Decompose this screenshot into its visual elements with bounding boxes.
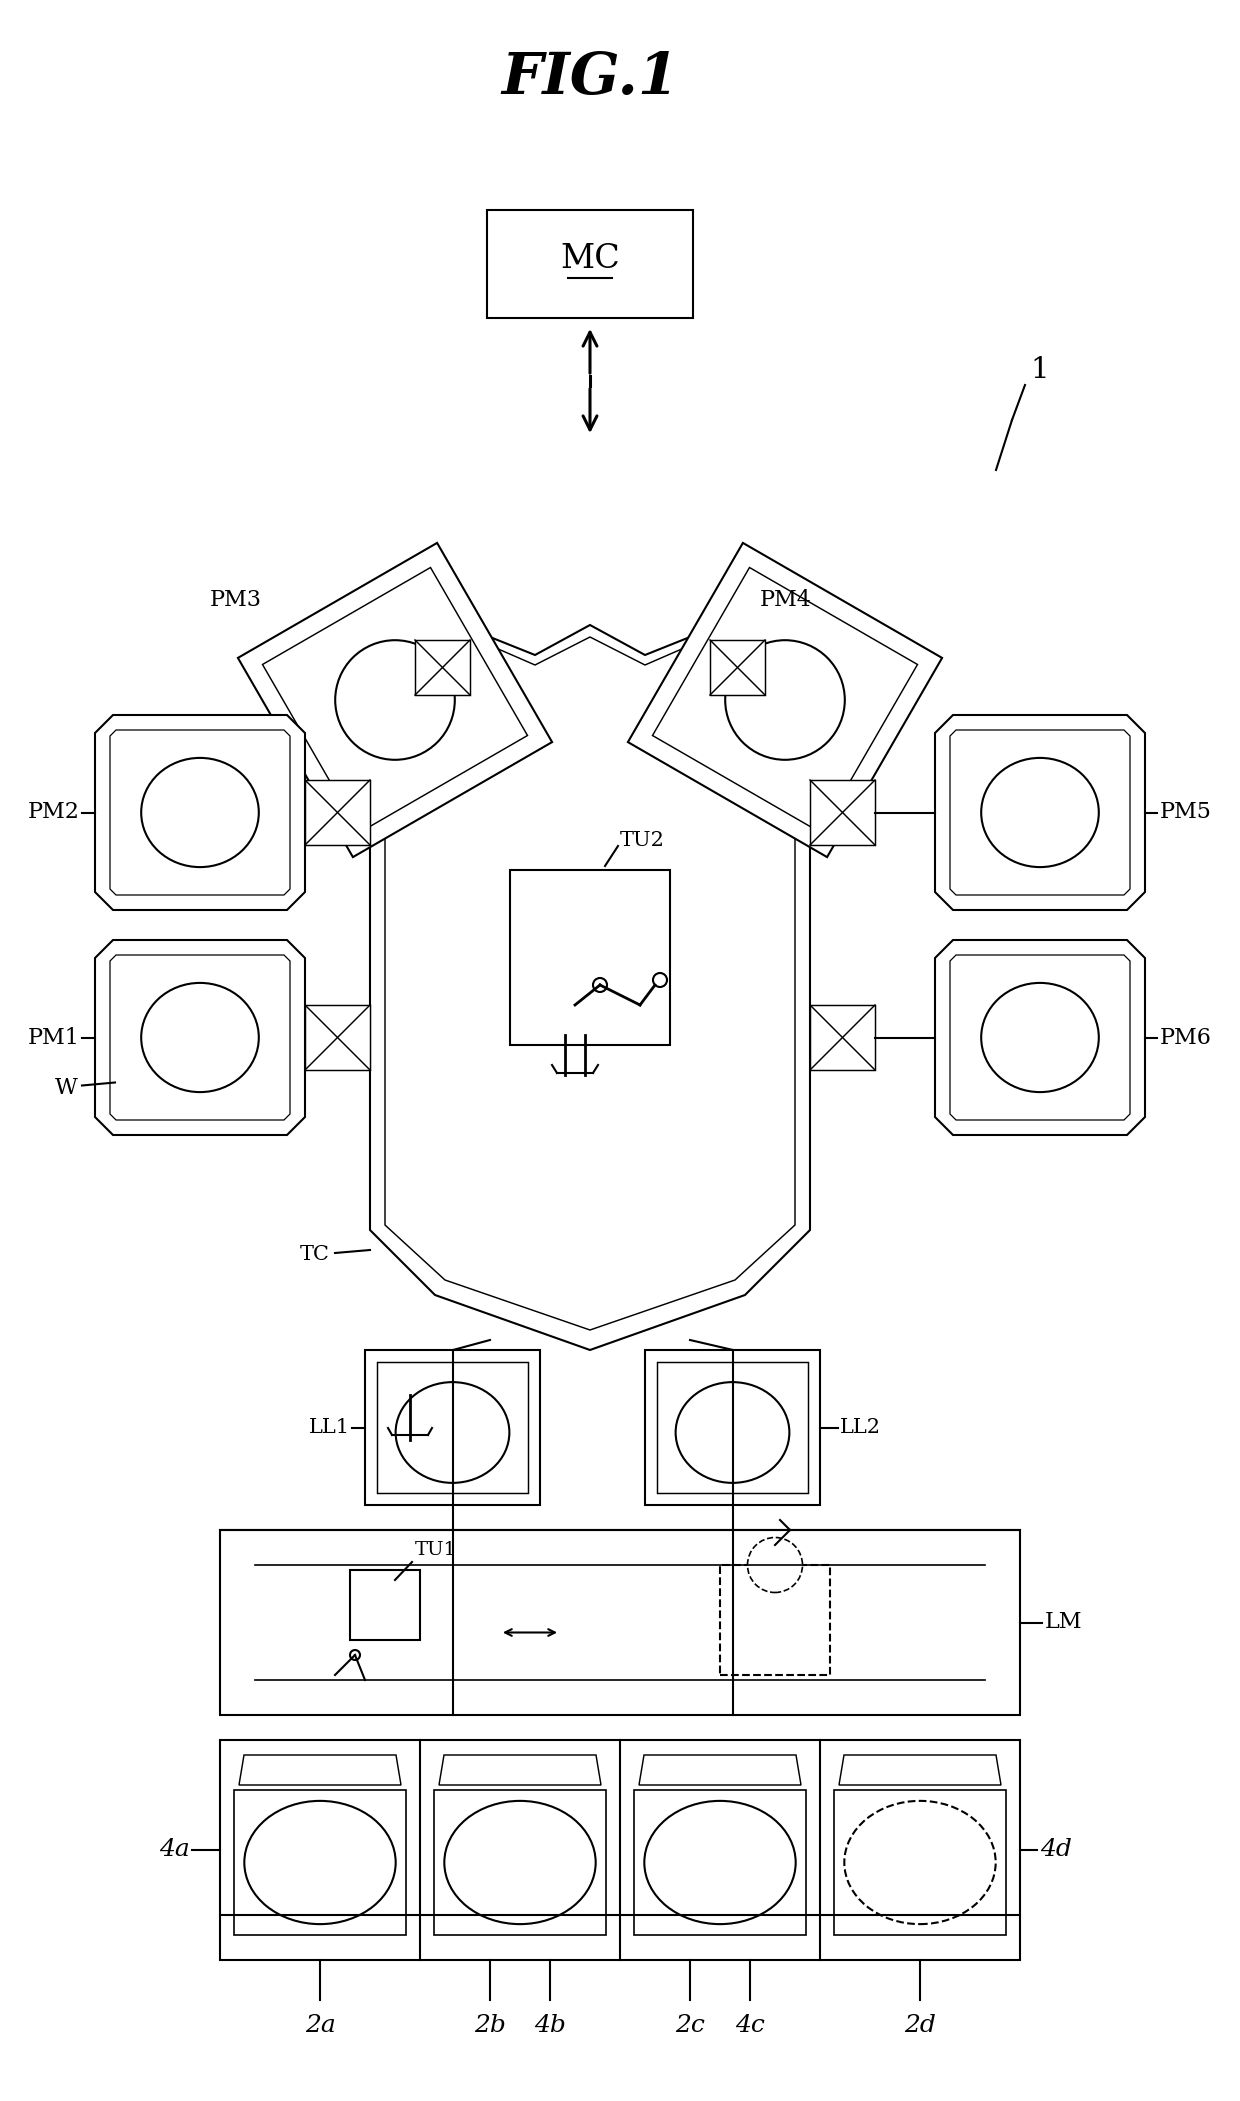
- Bar: [350, 1569, 420, 1641]
- Text: 4d: 4d: [1040, 1838, 1071, 1861]
- Ellipse shape: [725, 641, 844, 761]
- Polygon shape: [263, 567, 527, 832]
- Text: 2c: 2c: [675, 2013, 704, 2036]
- Ellipse shape: [981, 758, 1099, 868]
- Bar: [234, 1790, 405, 1935]
- Text: TU1: TU1: [415, 1540, 456, 1559]
- Ellipse shape: [350, 1649, 360, 1660]
- Polygon shape: [95, 714, 305, 910]
- Ellipse shape: [141, 983, 259, 1093]
- Polygon shape: [950, 729, 1130, 895]
- Polygon shape: [935, 714, 1145, 910]
- Text: 2b: 2b: [474, 2013, 506, 2036]
- Text: 2d: 2d: [904, 2013, 936, 2036]
- Polygon shape: [652, 567, 918, 832]
- Bar: [305, 779, 370, 845]
- Ellipse shape: [748, 1538, 802, 1593]
- Text: 4a: 4a: [159, 1838, 190, 1861]
- Bar: [487, 210, 693, 317]
- Polygon shape: [238, 542, 552, 857]
- Text: LM: LM: [1045, 1611, 1083, 1632]
- Polygon shape: [110, 956, 290, 1120]
- Ellipse shape: [141, 758, 259, 868]
- Ellipse shape: [444, 1801, 595, 1925]
- Polygon shape: [370, 616, 810, 1351]
- Polygon shape: [239, 1754, 401, 1786]
- Text: PM2: PM2: [29, 800, 81, 824]
- Text: 1: 1: [1030, 355, 1049, 384]
- Bar: [305, 1004, 370, 1069]
- Bar: [634, 1790, 806, 1935]
- Text: PM4: PM4: [760, 588, 812, 611]
- Polygon shape: [935, 939, 1145, 1135]
- Ellipse shape: [844, 1801, 996, 1925]
- Bar: [219, 1530, 1021, 1714]
- Text: TC: TC: [300, 1246, 330, 1265]
- Text: LL2: LL2: [839, 1418, 880, 1437]
- Ellipse shape: [981, 983, 1099, 1093]
- Text: MC: MC: [560, 244, 620, 275]
- Text: FIG.1: FIG.1: [501, 50, 678, 107]
- Ellipse shape: [653, 973, 667, 987]
- Text: W: W: [55, 1076, 78, 1099]
- Bar: [711, 641, 765, 695]
- Text: 2a: 2a: [305, 2013, 335, 2036]
- Text: TU2: TU2: [620, 830, 665, 849]
- Polygon shape: [439, 1754, 601, 1786]
- Ellipse shape: [645, 1801, 796, 1925]
- Text: PM3: PM3: [210, 588, 262, 611]
- Bar: [365, 1351, 539, 1504]
- Polygon shape: [950, 956, 1130, 1120]
- Bar: [510, 870, 670, 1044]
- Bar: [810, 1004, 875, 1069]
- Text: 4b: 4b: [534, 2013, 565, 2036]
- Polygon shape: [639, 1754, 801, 1786]
- Polygon shape: [627, 542, 942, 857]
- Text: LL1: LL1: [309, 1418, 350, 1437]
- Bar: [645, 1351, 820, 1504]
- Polygon shape: [839, 1754, 1001, 1786]
- Bar: [810, 779, 875, 845]
- Ellipse shape: [676, 1382, 790, 1483]
- Polygon shape: [95, 939, 305, 1135]
- Text: PM5: PM5: [1159, 800, 1211, 824]
- Text: 4c: 4c: [735, 2013, 765, 2036]
- Polygon shape: [110, 729, 290, 895]
- Ellipse shape: [335, 641, 455, 761]
- Bar: [720, 1565, 830, 1674]
- Bar: [415, 641, 470, 695]
- Text: PM1: PM1: [29, 1027, 81, 1048]
- Text: PM6: PM6: [1159, 1027, 1211, 1048]
- Ellipse shape: [593, 977, 608, 992]
- Bar: [377, 1361, 528, 1494]
- Bar: [434, 1790, 606, 1935]
- Ellipse shape: [396, 1382, 510, 1483]
- Ellipse shape: [244, 1801, 396, 1925]
- Bar: [219, 1740, 1021, 1960]
- Bar: [835, 1790, 1006, 1935]
- Bar: [657, 1361, 808, 1494]
